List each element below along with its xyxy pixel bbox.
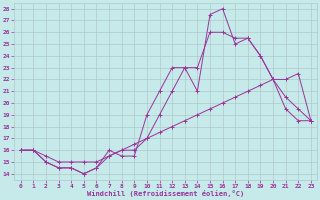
X-axis label: Windchill (Refroidissement éolien,°C): Windchill (Refroidissement éolien,°C): [87, 190, 244, 197]
